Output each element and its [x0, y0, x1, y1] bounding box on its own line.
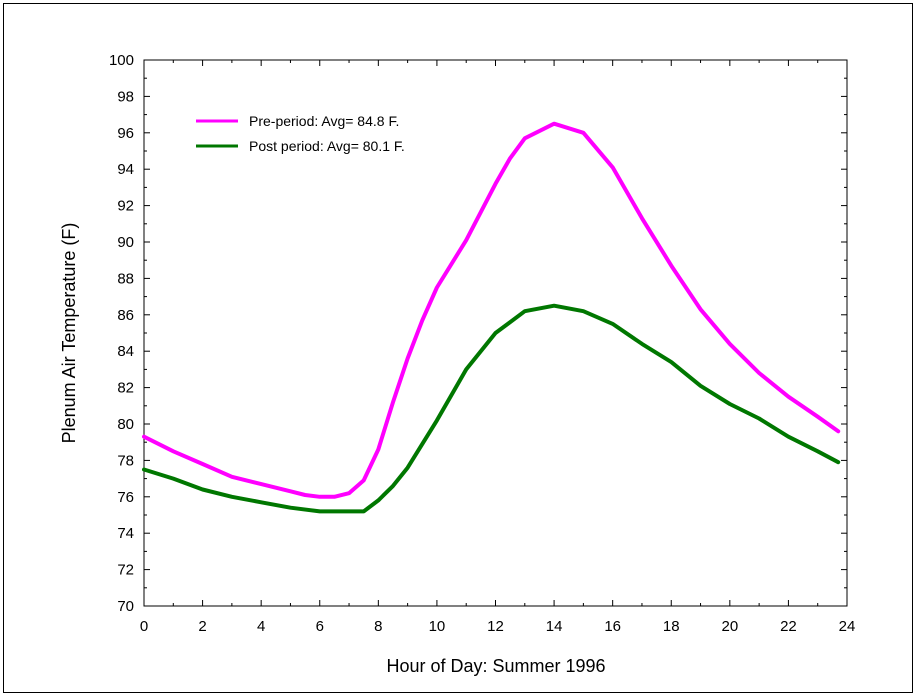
x-tick-label: 2 — [198, 618, 206, 635]
x-tick-label: 10 — [429, 618, 446, 635]
y-tick-label: 92 — [117, 198, 134, 215]
y-axis-ticks: 70 72 74 76 78 80 82 84 86 88 90 92 94 96 98 100 — [109, 52, 847, 615]
chart-frame — [3, 3, 913, 693]
x-tick-label: 16 — [604, 618, 621, 635]
x-axis-ticks: 0 2 4 6 8 10 12 14 16 18 20 22 24 — [140, 60, 856, 635]
pre-period-line — [142, 121, 841, 499]
x-tick-label: 0 — [140, 618, 148, 635]
y-tick-label: 82 — [117, 380, 134, 397]
x-tick-label: 8 — [374, 618, 382, 635]
x-tick-label: 22 — [780, 618, 797, 635]
y-tick-label: 76 — [117, 489, 134, 506]
y-tick-label: 100 — [109, 52, 134, 69]
post-period-line — [142, 303, 841, 514]
y-tick-label: 84 — [117, 343, 134, 360]
y-tick-label: 80 — [117, 416, 134, 433]
legend-label-post-period: Post period: Avg= 80.1 F. — [249, 138, 405, 154]
series-lines — [142, 121, 841, 514]
x-tick-label: 4 — [257, 618, 265, 635]
legend: Pre-period: Avg= 84.8 F. Post period: Av… — [196, 113, 405, 154]
y-tick-label: 78 — [117, 452, 134, 469]
x-tick-label: 12 — [487, 618, 504, 635]
x-axis-title: Hour of Day: Summer 1996 — [386, 656, 605, 676]
y-tick-label: 90 — [117, 234, 134, 251]
x-tick-label: 18 — [663, 618, 680, 635]
y-tick-label: 98 — [117, 88, 134, 105]
x-tick-label: 14 — [546, 618, 563, 635]
y-tick-label: 74 — [117, 525, 134, 542]
legend-label-pre-period: Pre-period: Avg= 84.8 F. — [249, 113, 399, 129]
y-tick-label: 94 — [117, 161, 134, 178]
y-axis-title: Plenum Air Temperature (F) — [59, 223, 79, 444]
y-tick-label: 86 — [117, 307, 134, 324]
y-tick-label: 72 — [117, 562, 134, 579]
x-tick-label: 6 — [316, 618, 324, 635]
x-tick-label: 24 — [839, 618, 856, 635]
y-tick-label: 70 — [117, 598, 134, 615]
y-tick-label: 96 — [117, 125, 134, 142]
y-tick-label: 88 — [117, 270, 134, 287]
x-tick-label: 20 — [721, 618, 738, 635]
